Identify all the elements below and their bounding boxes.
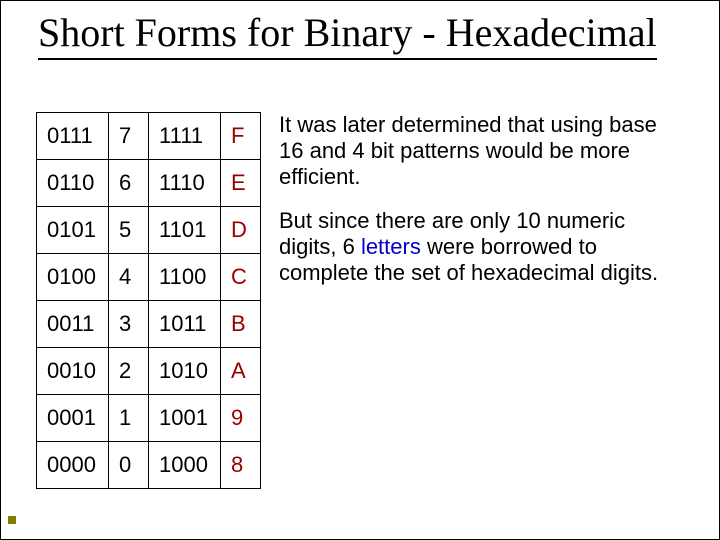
cell-binary-high: 1101 — [149, 207, 221, 254]
cell-binary-high: 1001 — [149, 395, 221, 442]
footer-bullet-icon — [8, 516, 16, 524]
paragraph-2: But since there are only 10 numeric digi… — [279, 208, 659, 286]
table-body: 0111 7 1111 F 0110 6 1110 E 0101 5 1101 … — [37, 113, 261, 489]
cell-hex-high: A — [221, 348, 261, 395]
table-row: 0000 0 1000 8 — [37, 442, 261, 489]
cell-hex-high: C — [221, 254, 261, 301]
cell-binary-high: 1110 — [149, 160, 221, 207]
cell-binary-low: 0011 — [37, 301, 109, 348]
cell-hex-high: F — [221, 113, 261, 160]
cell-binary-low: 0101 — [37, 207, 109, 254]
cell-dec-low: 3 — [109, 301, 149, 348]
cell-binary-low: 0001 — [37, 395, 109, 442]
cell-binary-low: 0010 — [37, 348, 109, 395]
cell-dec-low: 1 — [109, 395, 149, 442]
cell-binary-high: 1010 — [149, 348, 221, 395]
p2-highlight-word: letters — [361, 234, 421, 259]
table-row: 0001 1 1001 9 — [37, 395, 261, 442]
content-area: 0111 7 1111 F 0110 6 1110 E 0101 5 1101 … — [36, 112, 659, 489]
cell-binary-low: 0000 — [37, 442, 109, 489]
cell-hex-high: B — [221, 301, 261, 348]
cell-hex-high: 9 — [221, 395, 261, 442]
cell-binary-high: 1011 — [149, 301, 221, 348]
table-row: 0010 2 1010 A — [37, 348, 261, 395]
table-row: 0100 4 1100 C — [37, 254, 261, 301]
table-row: 0111 7 1111 F — [37, 113, 261, 160]
hex-table: 0111 7 1111 F 0110 6 1110 E 0101 5 1101 … — [36, 112, 261, 489]
cell-binary-low: 0111 — [37, 113, 109, 160]
cell-binary-low: 0110 — [37, 160, 109, 207]
cell-binary-high: 1000 — [149, 442, 221, 489]
paragraph-1: It was later determined that using base … — [279, 112, 659, 190]
cell-dec-low: 0 — [109, 442, 149, 489]
cell-hex-high: 8 — [221, 442, 261, 489]
table-row: 0110 6 1110 E — [37, 160, 261, 207]
text-column: It was later determined that using base … — [279, 112, 659, 489]
table-row: 0101 5 1101 D — [37, 207, 261, 254]
cell-dec-low: 7 — [109, 113, 149, 160]
cell-binary-low: 0100 — [37, 254, 109, 301]
cell-hex-high: D — [221, 207, 261, 254]
table-row: 0011 3 1011 B — [37, 301, 261, 348]
cell-dec-low: 2 — [109, 348, 149, 395]
cell-binary-high: 1111 — [149, 113, 221, 160]
cell-binary-high: 1100 — [149, 254, 221, 301]
cell-hex-high: E — [221, 160, 261, 207]
cell-dec-low: 5 — [109, 207, 149, 254]
slide-title: Short Forms for Binary - Hexadecimal — [38, 10, 657, 60]
cell-dec-low: 4 — [109, 254, 149, 301]
cell-dec-low: 6 — [109, 160, 149, 207]
